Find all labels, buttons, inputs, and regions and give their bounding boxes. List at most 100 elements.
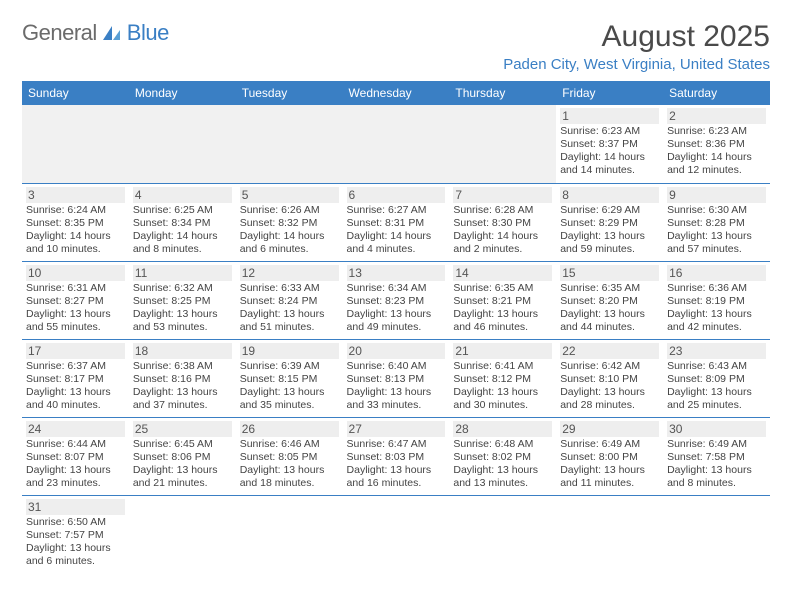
day-info: Sunrise: 6:49 AMSunset: 7:58 PMDaylight:… [667,438,766,491]
logo-text-blue: Blue [127,20,169,46]
day-number: 8 [560,187,659,203]
day-info: Sunrise: 6:34 AMSunset: 8:23 PMDaylight:… [347,282,446,335]
calendar-body: 1Sunrise: 6:23 AMSunset: 8:37 PMDaylight… [22,105,770,573]
title-block: August 2025 Paden City, West Virginia, U… [503,20,770,73]
sail-icon [101,24,123,42]
day-info: Sunrise: 6:50 AMSunset: 7:57 PMDaylight:… [26,516,125,569]
day-info: Sunrise: 6:27 AMSunset: 8:31 PMDaylight:… [347,204,446,257]
day-number: 15 [560,265,659,281]
logo: General Blue [22,20,169,46]
day-info: Sunrise: 6:35 AMSunset: 8:21 PMDaylight:… [453,282,552,335]
day-info: Sunrise: 6:30 AMSunset: 8:28 PMDaylight:… [667,204,766,257]
calendar-cell: 6Sunrise: 6:27 AMSunset: 8:31 PMDaylight… [343,183,450,261]
calendar-row: 31Sunrise: 6:50 AMSunset: 7:57 PMDayligh… [22,495,770,573]
location: Paden City, West Virginia, United States [503,56,770,73]
calendar-cell: 31Sunrise: 6:50 AMSunset: 7:57 PMDayligh… [22,495,129,573]
day-info: Sunrise: 6:49 AMSunset: 8:00 PMDaylight:… [560,438,659,491]
day-number: 7 [453,187,552,203]
day-number: 18 [133,343,232,359]
calendar-cell: 22Sunrise: 6:42 AMSunset: 8:10 PMDayligh… [556,339,663,417]
day-number: 2 [667,108,766,124]
weekday-header: Thursday [449,81,556,105]
calendar-cell [236,495,343,573]
day-number: 19 [240,343,339,359]
day-number: 13 [347,265,446,281]
calendar-cell: 7Sunrise: 6:28 AMSunset: 8:30 PMDaylight… [449,183,556,261]
calendar-cell: 15Sunrise: 6:35 AMSunset: 8:20 PMDayligh… [556,261,663,339]
day-info: Sunrise: 6:39 AMSunset: 8:15 PMDaylight:… [240,360,339,413]
calendar-cell: 26Sunrise: 6:46 AMSunset: 8:05 PMDayligh… [236,417,343,495]
calendar-cell [129,105,236,183]
day-number: 26 [240,421,339,437]
day-number: 6 [347,187,446,203]
weekday-header: Friday [556,81,663,105]
weekday-header: Sunday [22,81,129,105]
calendar-table: SundayMondayTuesdayWednesdayThursdayFrid… [22,81,770,573]
day-number: 5 [240,187,339,203]
calendar-cell: 30Sunrise: 6:49 AMSunset: 7:58 PMDayligh… [663,417,770,495]
calendar-cell: 10Sunrise: 6:31 AMSunset: 8:27 PMDayligh… [22,261,129,339]
day-info: Sunrise: 6:38 AMSunset: 8:16 PMDaylight:… [133,360,232,413]
day-info: Sunrise: 6:41 AMSunset: 8:12 PMDaylight:… [453,360,552,413]
day-number: 28 [453,421,552,437]
calendar-cell: 3Sunrise: 6:24 AMSunset: 8:35 PMDaylight… [22,183,129,261]
calendar-cell: 29Sunrise: 6:49 AMSunset: 8:00 PMDayligh… [556,417,663,495]
day-number: 25 [133,421,232,437]
calendar-cell: 14Sunrise: 6:35 AMSunset: 8:21 PMDayligh… [449,261,556,339]
day-info: Sunrise: 6:45 AMSunset: 8:06 PMDaylight:… [133,438,232,491]
calendar-cell [556,495,663,573]
calendar-cell: 18Sunrise: 6:38 AMSunset: 8:16 PMDayligh… [129,339,236,417]
weekday-header: Monday [129,81,236,105]
day-number: 21 [453,343,552,359]
day-info: Sunrise: 6:42 AMSunset: 8:10 PMDaylight:… [560,360,659,413]
calendar-cell [343,495,450,573]
header: General Blue August 2025 Paden City, Wes… [22,20,770,73]
calendar-cell: 1Sunrise: 6:23 AMSunset: 8:37 PMDaylight… [556,105,663,183]
day-info: Sunrise: 6:36 AMSunset: 8:19 PMDaylight:… [667,282,766,335]
calendar-cell [449,105,556,183]
day-info: Sunrise: 6:24 AMSunset: 8:35 PMDaylight:… [26,204,125,257]
calendar-cell [236,105,343,183]
calendar-row: 24Sunrise: 6:44 AMSunset: 8:07 PMDayligh… [22,417,770,495]
day-number: 27 [347,421,446,437]
day-number: 29 [560,421,659,437]
calendar-cell: 28Sunrise: 6:48 AMSunset: 8:02 PMDayligh… [449,417,556,495]
calendar-cell: 25Sunrise: 6:45 AMSunset: 8:06 PMDayligh… [129,417,236,495]
day-info: Sunrise: 6:40 AMSunset: 8:13 PMDaylight:… [347,360,446,413]
day-info: Sunrise: 6:23 AMSunset: 8:37 PMDaylight:… [560,125,659,178]
calendar-cell: 21Sunrise: 6:41 AMSunset: 8:12 PMDayligh… [449,339,556,417]
calendar-cell: 16Sunrise: 6:36 AMSunset: 8:19 PMDayligh… [663,261,770,339]
calendar-cell: 8Sunrise: 6:29 AMSunset: 8:29 PMDaylight… [556,183,663,261]
day-info: Sunrise: 6:35 AMSunset: 8:20 PMDaylight:… [560,282,659,335]
day-info: Sunrise: 6:31 AMSunset: 8:27 PMDaylight:… [26,282,125,335]
calendar-cell: 2Sunrise: 6:23 AMSunset: 8:36 PMDaylight… [663,105,770,183]
day-info: Sunrise: 6:37 AMSunset: 8:17 PMDaylight:… [26,360,125,413]
weekday-header: Wednesday [343,81,450,105]
day-number: 22 [560,343,659,359]
calendar-cell: 5Sunrise: 6:26 AMSunset: 8:32 PMDaylight… [236,183,343,261]
calendar-cell [129,495,236,573]
day-info: Sunrise: 6:43 AMSunset: 8:09 PMDaylight:… [667,360,766,413]
day-number: 12 [240,265,339,281]
logo-text-general: General [22,20,97,46]
day-number: 1 [560,108,659,124]
day-number: 20 [347,343,446,359]
calendar-cell [343,105,450,183]
calendar-row: 1Sunrise: 6:23 AMSunset: 8:37 PMDaylight… [22,105,770,183]
calendar-cell: 4Sunrise: 6:25 AMSunset: 8:34 PMDaylight… [129,183,236,261]
day-number: 16 [667,265,766,281]
calendar-row: 10Sunrise: 6:31 AMSunset: 8:27 PMDayligh… [22,261,770,339]
calendar-cell [663,495,770,573]
calendar-cell [22,105,129,183]
day-number: 24 [26,421,125,437]
day-number: 23 [667,343,766,359]
day-info: Sunrise: 6:32 AMSunset: 8:25 PMDaylight:… [133,282,232,335]
day-number: 4 [133,187,232,203]
day-info: Sunrise: 6:28 AMSunset: 8:30 PMDaylight:… [453,204,552,257]
day-info: Sunrise: 6:29 AMSunset: 8:29 PMDaylight:… [560,204,659,257]
calendar-cell: 23Sunrise: 6:43 AMSunset: 8:09 PMDayligh… [663,339,770,417]
day-number: 10 [26,265,125,281]
day-info: Sunrise: 6:25 AMSunset: 8:34 PMDaylight:… [133,204,232,257]
day-number: 14 [453,265,552,281]
day-info: Sunrise: 6:47 AMSunset: 8:03 PMDaylight:… [347,438,446,491]
